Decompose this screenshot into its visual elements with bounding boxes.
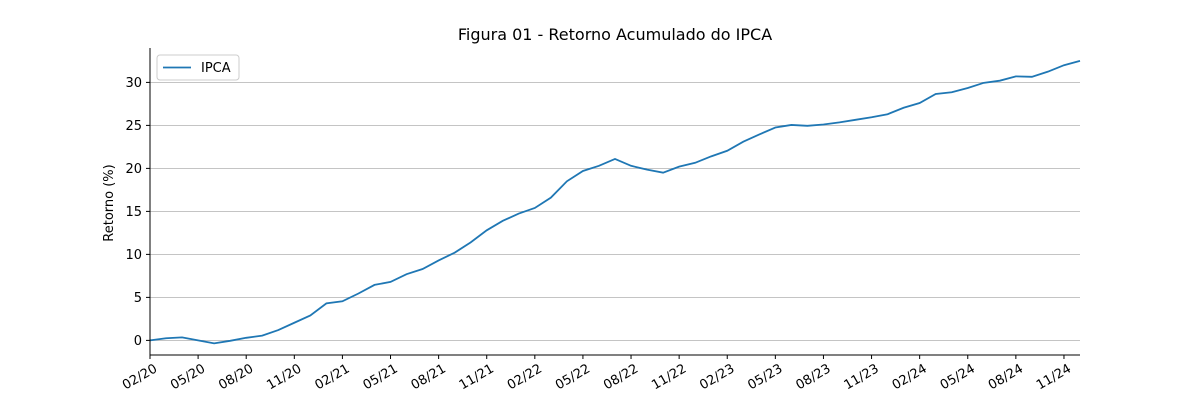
y-tick-label: 0: [134, 334, 142, 349]
grid-lines: [150, 81, 1080, 341]
x-tick-label: 05/20: [168, 361, 208, 393]
x-tick-label: 05/22: [553, 361, 593, 393]
x-tick-label: 11/23: [842, 361, 882, 393]
x-tick-label: 08/22: [601, 361, 641, 393]
x-tick-label: 05/23: [745, 361, 785, 393]
x-tick-label: 08/21: [409, 361, 449, 393]
legend-box: [156, 54, 240, 81]
legend-label: IPCA: [201, 61, 231, 76]
x-tick-label: 11/22: [649, 361, 689, 393]
x-tick-label: 11/21: [457, 361, 497, 393]
y-tick-label: 5: [134, 291, 142, 306]
x-tick-label: 08/23: [793, 361, 833, 393]
y-ticks: 0 5 10 15 20 25 30: [125, 76, 150, 349]
x-tick-label: 02/22: [505, 361, 545, 393]
y-tick-label: 20: [125, 162, 142, 177]
x-tick-label: 02/24: [890, 361, 930, 393]
legend: IPCA: [156, 54, 240, 81]
chart-title: Figura 01 - Retorno Acumulado do IPCA: [458, 25, 772, 44]
y-tick-label: 25: [125, 119, 142, 134]
y-tick-label: 15: [125, 205, 142, 220]
x-ticks: 02/20 05/20 08/20 11/20 02/21 05/21 08/21 11/21…: [120, 355, 1074, 393]
y-tick-label: 30: [125, 76, 142, 91]
x-tick-label: 05/24: [938, 361, 978, 393]
x-tick-label: 11/20: [264, 361, 304, 393]
x-tick-label: 02/20: [120, 361, 160, 393]
x-tick-label: 05/21: [361, 361, 401, 393]
series-line-ipca: [149, 60, 1081, 345]
y-tick-label: 10: [125, 248, 142, 263]
x-tick-label: 11/24: [1034, 361, 1074, 393]
x-tick-label: 02/23: [697, 361, 737, 393]
x-tick-label: 08/24: [986, 361, 1026, 393]
x-tick-label: 08/20: [216, 361, 256, 393]
x-tick-label: 02/21: [312, 361, 352, 393]
y-axis-label: Retorno (%): [102, 164, 117, 241]
